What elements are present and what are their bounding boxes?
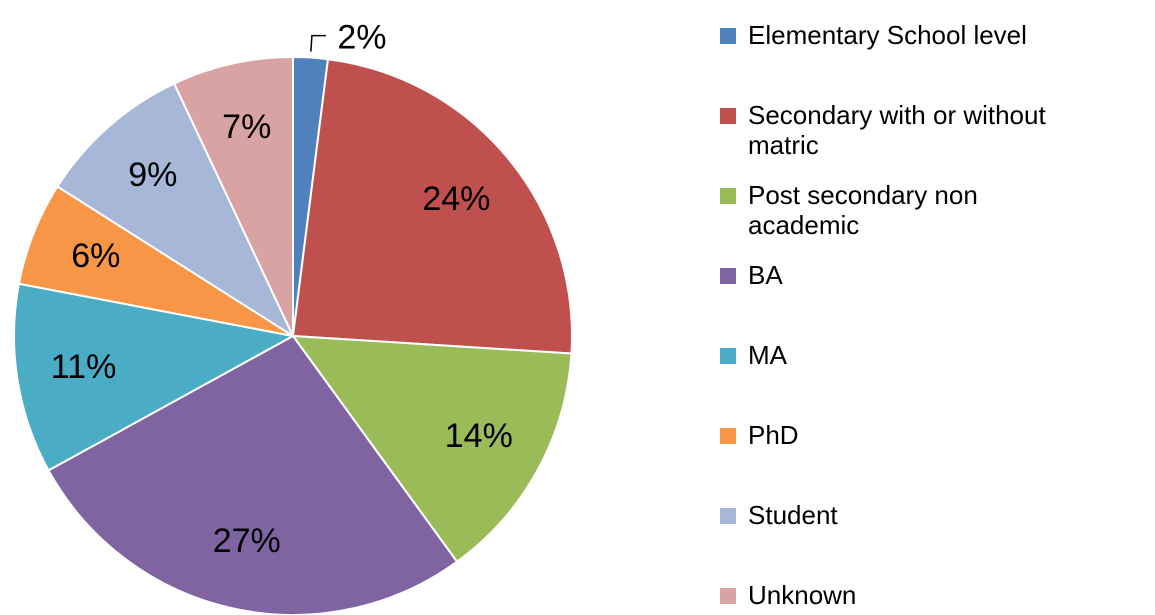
legend-swatch	[720, 508, 736, 524]
pie-slice	[56, 82, 296, 339]
legend-label: MA	[748, 340, 787, 370]
legend-swatch	[720, 28, 736, 44]
pie-slice	[13, 282, 296, 472]
legend-label: PhD	[748, 420, 799, 450]
legend-swatch	[720, 188, 736, 204]
data-label: 27%	[213, 522, 281, 560]
legend-item: BA	[720, 260, 1080, 290]
legend-label: Student	[748, 500, 838, 530]
legend-label: BA	[748, 260, 783, 290]
legend-item: Elementary School level	[720, 20, 1080, 50]
legend-label: Unknown	[748, 580, 857, 610]
legend-item: MA	[720, 340, 1080, 370]
legend-swatch	[720, 348, 736, 364]
data-label: 14%	[445, 417, 513, 455]
data-label: 7%	[222, 108, 271, 146]
legend-label: Elementary School level	[748, 20, 1027, 50]
chart: 2% 24% 14% 27% 11% 6% 9% 7%	[13, 19, 573, 615]
legend-item: Unknown	[720, 580, 1080, 610]
legend-swatch	[720, 268, 736, 284]
pie-slice	[47, 334, 459, 615]
leader-line	[310, 34, 326, 52]
legend-item: PhD	[720, 420, 1080, 450]
data-label: 6%	[71, 237, 120, 275]
data-label: 11%	[51, 348, 117, 386]
data-label: 24%	[422, 180, 490, 218]
legend-swatch	[720, 588, 736, 604]
legend-swatch	[720, 428, 736, 444]
legend-item: Student	[720, 500, 1080, 530]
pie-slice	[291, 58, 573, 355]
pie-slice	[290, 334, 573, 564]
legend-label: Secondary with or without matric	[748, 100, 1046, 160]
pie-slice	[172, 55, 294, 337]
legend-swatch	[720, 108, 736, 124]
data-label: 9%	[128, 156, 177, 194]
legend-item: Post secondary non academic	[720, 180, 1080, 240]
legend-label: Post secondary non academic	[748, 180, 978, 240]
data-label: 2%	[337, 19, 386, 57]
legend-item: Secondary with or without matric	[720, 100, 1080, 160]
